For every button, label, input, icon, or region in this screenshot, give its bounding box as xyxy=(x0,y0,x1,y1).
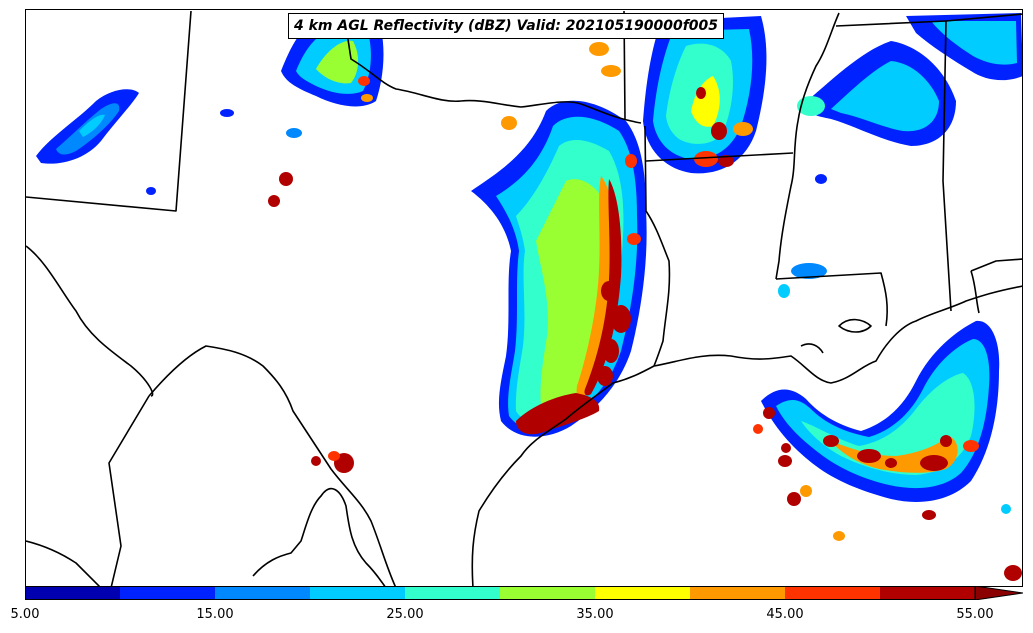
echo-arkansas xyxy=(643,16,767,174)
map-panel xyxy=(25,9,1023,587)
colorbar-tick-label: 45.00 xyxy=(766,607,804,622)
colorbar-tick-label: 5.00 xyxy=(10,607,40,622)
map-boundaries xyxy=(26,10,1022,586)
colorbar-extend-arrow xyxy=(974,586,1023,600)
colorbar-segment xyxy=(310,586,406,600)
colorbar-segment xyxy=(500,586,596,600)
colorbar xyxy=(25,586,1023,600)
colorbar-segment xyxy=(215,586,311,600)
echo-squall-line xyxy=(471,100,647,437)
colorbar-segment xyxy=(120,586,216,600)
echo-gulf xyxy=(753,320,1022,581)
colorbar-segment xyxy=(785,586,881,600)
colorbar-segment xyxy=(595,586,691,600)
map-title: 4 km AGL Reflectivity (dBZ) Valid: 20210… xyxy=(288,13,725,39)
colorbar-tick-label: 25.00 xyxy=(386,607,424,622)
colorbar-segment xyxy=(405,586,501,600)
colorbar-tick-label: 35.00 xyxy=(576,607,614,622)
echo-mississippi xyxy=(778,13,1022,298)
colorbar-segment xyxy=(690,586,786,600)
echo-isolated-cells xyxy=(146,42,827,473)
colorbar-segment xyxy=(880,586,976,600)
colorbar-tick-label: 55.00 xyxy=(956,607,994,622)
colorbar-segment xyxy=(25,586,121,600)
echo-new-mexico xyxy=(36,89,139,164)
colorbar-segments xyxy=(25,586,976,600)
colorbar-tick-label: 15.00 xyxy=(196,607,234,622)
reflectivity-map xyxy=(26,10,1022,586)
radar-echoes xyxy=(36,13,1022,581)
